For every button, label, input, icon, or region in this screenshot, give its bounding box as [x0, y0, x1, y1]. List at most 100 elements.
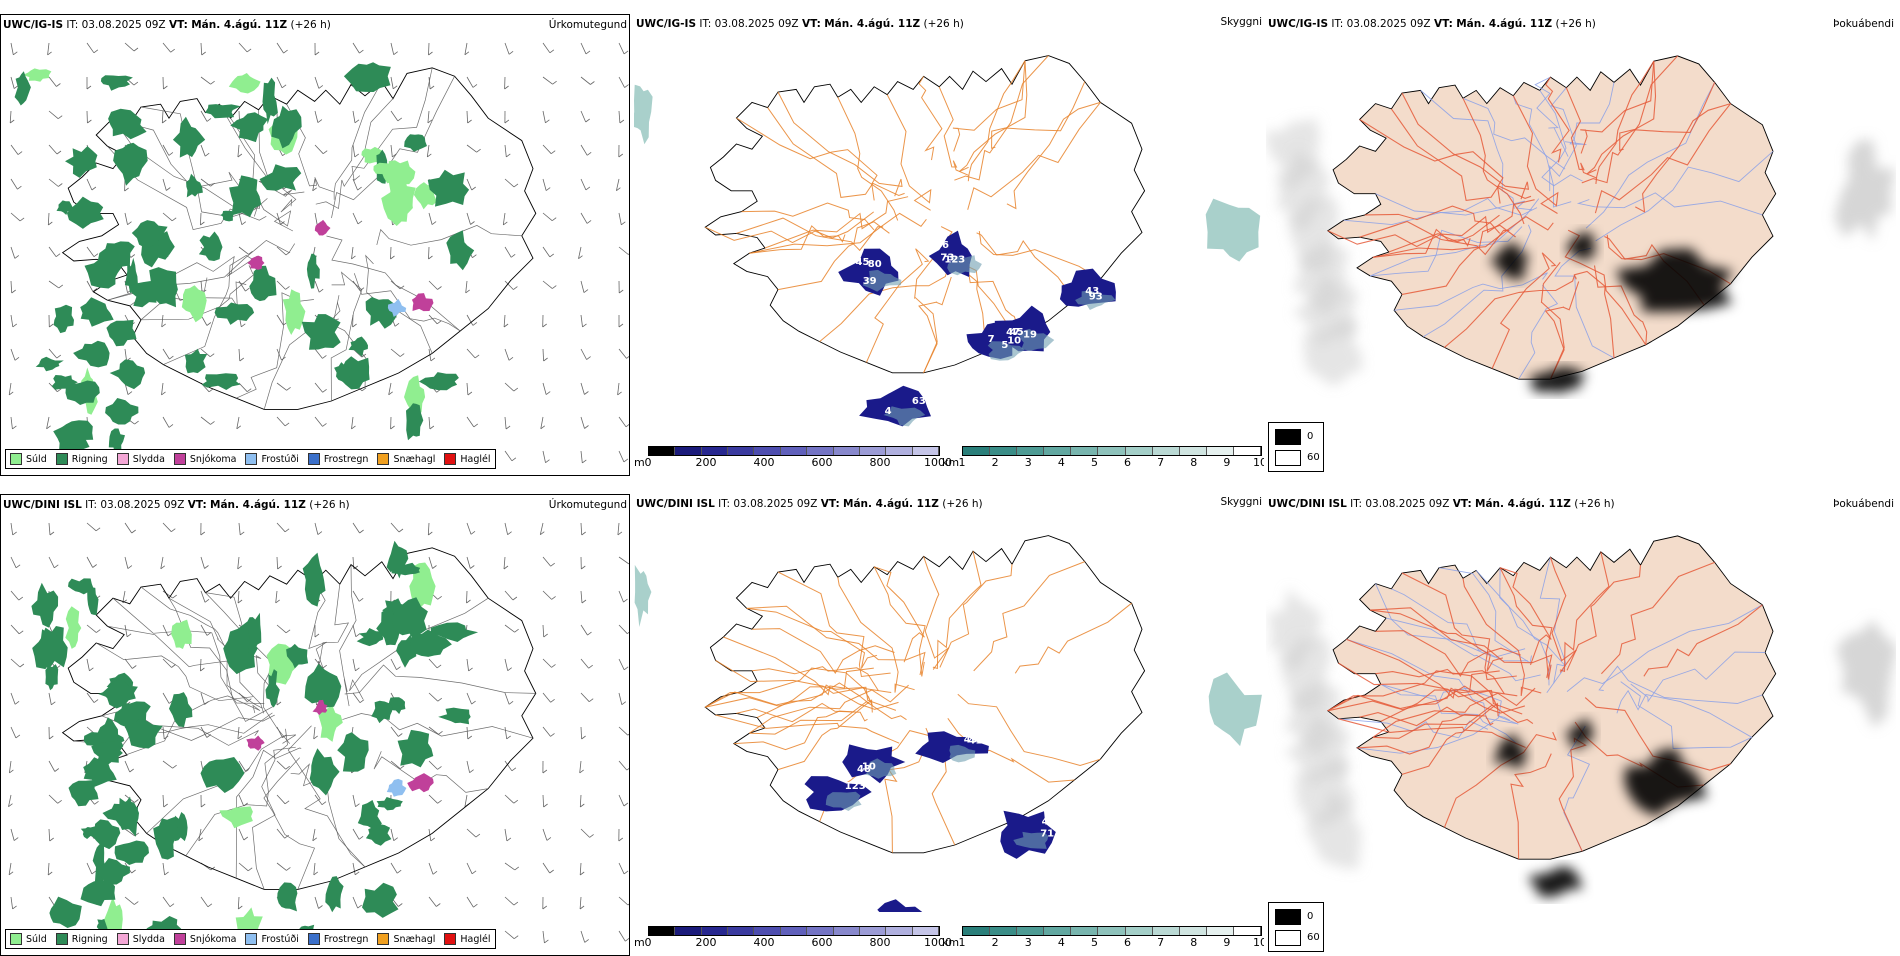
- precip-legend-item: Frostregn: [308, 453, 369, 465]
- colorbar-segment: [834, 927, 860, 935]
- forecast-row-bottom: UWC/DINI ISL IT: 03.08.2025 09Z VT: Mán.…: [0, 494, 1900, 956]
- legend-swatch: [245, 933, 257, 945]
- legend-swatch: [56, 453, 68, 465]
- it-value: 03.08.2025 09Z: [733, 498, 817, 510]
- vt-label: VT:: [1453, 498, 1472, 510]
- precip-map: [1, 33, 630, 473]
- visibility-bar: [962, 926, 1262, 936]
- fog-legend-swatch-1: [1275, 930, 1301, 946]
- fog-legend-label-0: 0: [1307, 911, 1313, 922]
- colorbar-tick: 200: [696, 936, 717, 949]
- lead-time: (+26 h): [942, 498, 982, 510]
- cloud-base-label: 43: [1085, 286, 1099, 297]
- legend-label: Snjókoma: [190, 454, 237, 465]
- fog-legend-label-1: 60: [1307, 452, 1320, 463]
- legend-label: Snæhagl: [393, 454, 435, 465]
- offshore-visibility: [634, 85, 1260, 262]
- it-value: 03.08.2025 09Z: [82, 19, 166, 31]
- vt-value: Mán. 4.ágú. 11Z: [1456, 18, 1552, 30]
- legend-swatch: [308, 933, 320, 945]
- it-label: IT:: [718, 498, 730, 510]
- colorbar-segment: [1017, 447, 1044, 455]
- legend-swatch: [117, 933, 129, 945]
- colorbar-segment: [1153, 447, 1180, 455]
- colorbar-segment: [1234, 927, 1261, 935]
- precip-legend-item: Slydda: [117, 453, 165, 465]
- colorbar-segment: [781, 447, 807, 455]
- lead-time: (+26 h): [1555, 18, 1595, 30]
- legend-swatch: [10, 933, 22, 945]
- it-value: 03.08.2025 09Z: [1347, 18, 1431, 30]
- precip-legend-item: Snjókoma: [174, 933, 237, 945]
- model-name: UWC/DINI ISL: [1268, 498, 1347, 510]
- visibility-map: 4845714612310414914: [634, 512, 1264, 912]
- precip-legend-item: Snæhagl: [377, 453, 435, 465]
- cloud-base-label: 123: [845, 781, 866, 792]
- colorbar-segment: [728, 927, 754, 935]
- cloudbase-bar: [648, 926, 940, 936]
- colorbar-segment: [702, 927, 728, 935]
- cloud-base-label: 10: [862, 762, 876, 773]
- legend-swatch: [174, 453, 186, 465]
- colorbar-tick: 1: [959, 936, 966, 949]
- it-label: IT:: [66, 19, 78, 31]
- cloud-base-label: 10: [1007, 336, 1021, 347]
- visibility-panel: UWC/IG-IS IT: 03.08.2025 09Z VT: Mán. 4.…: [634, 14, 1264, 476]
- colorbar-segment: [1071, 447, 1098, 455]
- visibility-bar: [962, 446, 1262, 456]
- legend-label: Snjókoma: [190, 934, 237, 945]
- model-name: UWC/IG-IS: [636, 18, 696, 30]
- colorbar-tick: 4: [1058, 936, 1065, 949]
- colorbar-tick: 2: [992, 936, 999, 949]
- legend-label: Frostúði: [261, 934, 298, 945]
- legend-swatch: [444, 453, 456, 465]
- lead-time: (+26 h): [290, 19, 330, 31]
- forecast-row-top: UWC/IG-IS IT: 03.08.2025 09Z VT: Mán. 4.…: [0, 14, 1900, 476]
- fog-legend: 0 60: [1268, 902, 1324, 952]
- colorbar-segment: [1234, 447, 1261, 455]
- colorbar-segment: [1098, 447, 1125, 455]
- precip-legend-item: Frostúði: [245, 933, 298, 945]
- colorbar-tick: 7: [1157, 936, 1164, 949]
- colorbar-tick: 800: [870, 936, 891, 949]
- visibility-panel: UWC/DINI ISL IT: 03.08.2025 09Z VT: Mán.…: [634, 494, 1264, 956]
- panel-title: Úrkomutegund: [549, 19, 627, 31]
- colorbar-segment: [1153, 927, 1180, 935]
- iceland-outline: [705, 536, 1144, 853]
- cloud-base-label: 41: [968, 735, 982, 746]
- colorbar-tick: 200: [696, 456, 717, 469]
- precip-legend-item: Súld: [10, 933, 47, 945]
- lead-time: (+26 h): [309, 499, 349, 511]
- cloud-base-label: 49: [1042, 817, 1056, 828]
- legend-label: Haglél: [460, 454, 490, 465]
- lead-time: (+26 h): [923, 18, 963, 30]
- precip-type-panel: UWC/DINI ISL IT: 03.08.2025 09Z VT: Mán.…: [0, 494, 630, 956]
- colorbar-segment: [963, 927, 990, 935]
- it-label: IT:: [85, 499, 97, 511]
- colorbar-segment: [886, 447, 912, 455]
- colorbar-tick: 5: [1091, 456, 1098, 469]
- fog-legend: 0 60: [1268, 422, 1324, 472]
- legend-swatch: [10, 453, 22, 465]
- cloud-base-label: 4: [885, 406, 892, 417]
- colorbar-segment: [990, 447, 1017, 455]
- it-value: 03.08.2025 09Z: [100, 499, 184, 511]
- precip-legend-item: Snæhagl: [377, 933, 435, 945]
- vt-label: VT:: [169, 19, 188, 31]
- model-name: UWC/IG-IS: [3, 19, 63, 31]
- colorbar-segment: [1207, 927, 1234, 935]
- vt-value: Mán. 4.ágú. 11Z: [191, 19, 287, 31]
- fog-map: [1266, 512, 1896, 912]
- model-name: UWC/DINI ISL: [636, 498, 715, 510]
- vt-value: Mán. 4.ágú. 11Z: [210, 499, 306, 511]
- colorbar-tick: 7: [1157, 456, 1164, 469]
- legend-label: Frostúði: [261, 454, 298, 465]
- it-label: IT:: [1350, 498, 1362, 510]
- vt-label: VT:: [188, 499, 207, 511]
- fog-legend-label-0: 0: [1307, 431, 1313, 442]
